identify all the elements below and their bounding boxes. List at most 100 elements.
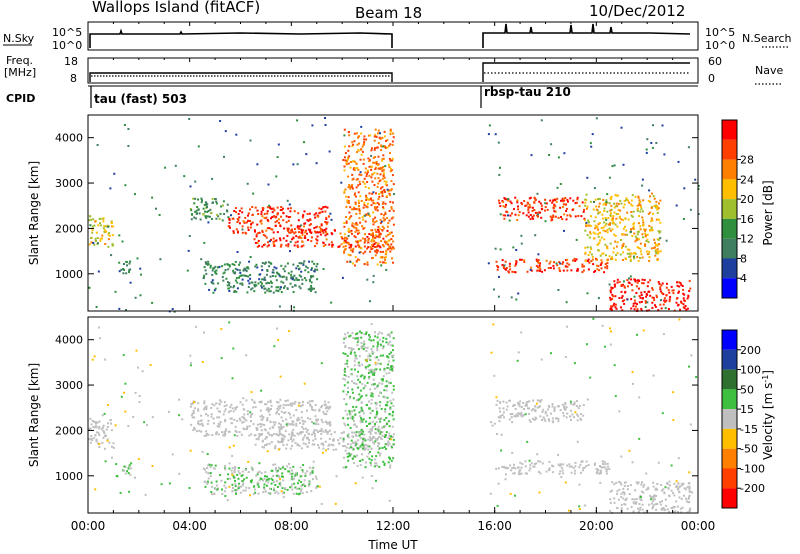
- echo-cell: [281, 466, 284, 469]
- echo-cell: [343, 250, 345, 253]
- echo-cell: [657, 238, 660, 241]
- echo-cell: [273, 489, 275, 492]
- echo-cell: [384, 202, 387, 205]
- echo-cell: [374, 254, 377, 257]
- echo-cell: [265, 282, 268, 285]
- echo-cell: [672, 292, 675, 295]
- noise-cell: [276, 327, 279, 330]
- echo-cell: [223, 490, 226, 493]
- echo-cell: [371, 420, 374, 423]
- echo-cell: [667, 289, 670, 292]
- echo-cell: [360, 408, 363, 411]
- noise-cell: [365, 359, 368, 362]
- echo-cell: [308, 400, 311, 403]
- noise-cell: [106, 404, 109, 406]
- echo-cell: [569, 402, 572, 405]
- echo-cell: [320, 208, 323, 211]
- echo-cell: [314, 437, 317, 440]
- echo-cell: [373, 465, 376, 468]
- echo-cell: [378, 331, 381, 334]
- echo-cell: [386, 248, 389, 251]
- echo-cell: [215, 200, 218, 203]
- echo-cell: [275, 239, 278, 242]
- echo-cell: [563, 407, 566, 410]
- echo-cell: [278, 422, 281, 425]
- echo-cell: [381, 382, 384, 385]
- echo-cell: [621, 246, 623, 249]
- echo-cell: [263, 287, 266, 290]
- echo-cell: [375, 368, 378, 371]
- echo-cell: [374, 147, 376, 150]
- echo-cell: [655, 494, 658, 497]
- echo-cell: [373, 442, 376, 445]
- echo-cell: [626, 507, 629, 510]
- noise-cell: [381, 145, 384, 148]
- echo-cell: [364, 447, 367, 450]
- echo-cell: [221, 265, 224, 268]
- echo-cell: [351, 388, 354, 391]
- echo-cell: [581, 263, 584, 266]
- echo-cell: [271, 275, 274, 277]
- echo-cell: [559, 206, 562, 209]
- echo-cell: [378, 235, 381, 238]
- echo-cell: [622, 491, 625, 494]
- echo-cell: [272, 474, 275, 477]
- echo-cell: [348, 410, 351, 412]
- echo-cell: [560, 216, 562, 218]
- echo-cell: [201, 199, 203, 202]
- echo-cell: [375, 402, 378, 405]
- echo-cell: [582, 404, 585, 407]
- echo-cell: [370, 248, 373, 251]
- echo-cell: [356, 143, 359, 146]
- echo-cell: [290, 273, 293, 276]
- echo-cell: [387, 233, 390, 236]
- echo-cell: [234, 207, 237, 209]
- echo-cell: [354, 195, 357, 198]
- noise-cell: [114, 424, 117, 427]
- echo-cell: [623, 302, 626, 305]
- xtick-label: 08:00: [274, 519, 309, 533]
- echo-cell: [285, 404, 288, 407]
- xtick-label: 00:00: [71, 519, 106, 533]
- echo-cell: [276, 272, 279, 275]
- echo-cell: [613, 302, 616, 305]
- echo-cell: [301, 231, 304, 234]
- echo-cell: [232, 475, 235, 478]
- echo-cell: [292, 291, 295, 293]
- echo-cell: [641, 256, 644, 259]
- echo-cell: [211, 273, 214, 276]
- noise-cell: [387, 342, 390, 345]
- echo-cell: [344, 159, 347, 162]
- echo-cell: [332, 444, 335, 447]
- echo-cell: [640, 499, 643, 502]
- echo-cell: [327, 430, 330, 433]
- echo-cell: [629, 258, 632, 261]
- echo-cell: [248, 260, 251, 263]
- echo-cell: [358, 240, 361, 243]
- noise-cell: [168, 410, 170, 413]
- echo-cell: [603, 202, 606, 205]
- echo-cell: [655, 252, 658, 255]
- echo-cell: [192, 429, 195, 432]
- echo-cell: [363, 135, 366, 138]
- echo-cell: [645, 234, 647, 237]
- echo-cell: [308, 278, 311, 281]
- echo-cell: [566, 269, 569, 272]
- echo-cell: [385, 241, 388, 244]
- echo-cell: [253, 400, 256, 403]
- echo-cell: [607, 217, 610, 220]
- echo-cell: [518, 470, 521, 473]
- echo-cell: [264, 261, 267, 264]
- echo-cell: [557, 420, 560, 423]
- echo-cell: [354, 203, 357, 206]
- echo-cell: [565, 207, 568, 210]
- echo-cell: [636, 256, 639, 259]
- echo-cell: [270, 217, 272, 220]
- echo-cell: [359, 415, 362, 418]
- echo-cell: [651, 192, 653, 195]
- echo-cell: [613, 283, 616, 286]
- echo-cell: [375, 192, 377, 195]
- noise-cell: [631, 370, 634, 373]
- echo-cell: [277, 273, 280, 275]
- echo-cell: [255, 263, 258, 266]
